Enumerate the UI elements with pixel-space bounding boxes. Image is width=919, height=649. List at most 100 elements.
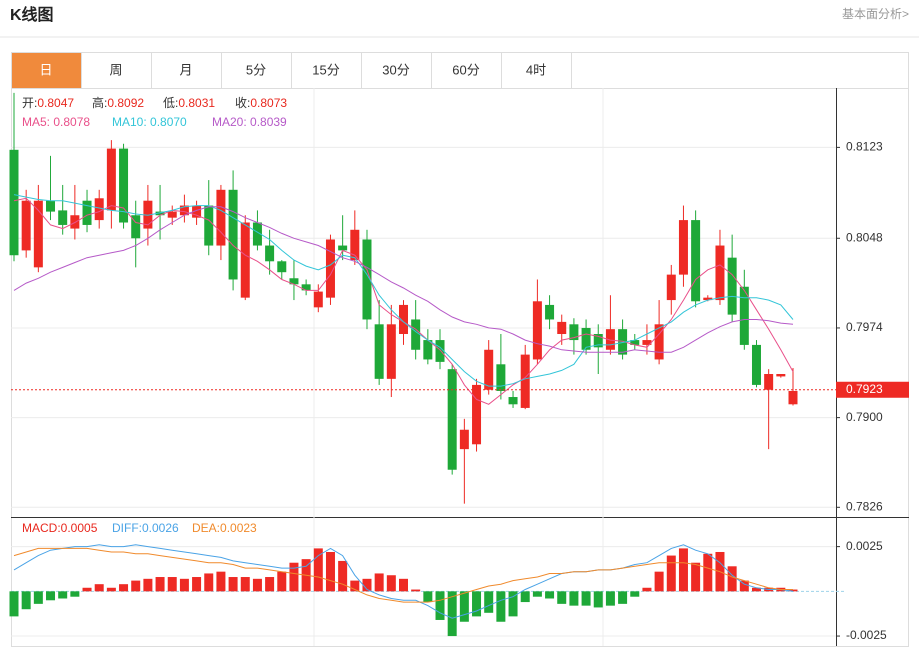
macd-bar [252,578,262,592]
candle-body [9,149,19,256]
legend-value: 0.8073 [250,96,287,110]
macd-bar [703,553,713,592]
macd-bar [143,578,153,592]
macd-bar [788,589,798,592]
macd-bar [119,584,129,592]
macd-bar [70,591,80,597]
candle-body [204,205,214,246]
macd-bar [106,587,116,592]
candle-body [751,344,761,385]
macd-bar [447,591,457,637]
candle-body [581,327,591,350]
candle-body [788,390,798,405]
tab[interactable] [501,52,572,89]
macd-line [13,547,793,603]
tab-label[interactable]: 周 [109,62,122,77]
tab-label[interactable]: 60分 [452,62,479,77]
candle-body [447,369,457,470]
candle-body [715,245,725,301]
y-tick-label: 0.8123 [846,140,883,154]
candle-body [545,304,555,320]
macd-bar [484,591,494,613]
candle-body [119,148,129,223]
macd-bar [192,577,202,592]
candle-body [618,329,628,355]
macd-bar [557,591,567,604]
macd-bar [179,578,189,592]
macd-bar [216,571,226,592]
macd-bar [131,580,141,592]
fundamental-link[interactable]: 基本面分析> [842,7,909,21]
ohlc-legend: 开:0.8047 [22,96,74,110]
macd-bar [520,591,530,603]
tab[interactable] [361,52,432,89]
candle-body [557,321,567,335]
candle-body [46,200,56,212]
tab[interactable] [11,52,82,89]
macd-bar [94,584,104,592]
ohlc-legend: 低:0.8031 [163,96,215,110]
legend-label: 开: [22,96,37,110]
macd-bar [289,562,299,592]
legend-value: 0.8092 [107,96,144,110]
widget-title: K线图 [10,5,54,24]
legend-value: 0.8070 [150,115,187,129]
candle-body [21,200,31,251]
macd-bar [411,589,421,592]
macd-bar [508,591,518,617]
candle-body [313,291,323,308]
y-tick-label: -0.0025 [846,628,887,642]
candle-body [82,200,92,225]
tab-label[interactable]: 15分 [312,62,339,77]
macd-bar [545,591,555,599]
candle-body [727,257,737,315]
candle-body [593,334,603,348]
legend-label: 收: [235,96,250,110]
legend-label: 高: [92,95,107,110]
candle-body [508,397,518,405]
legend-value: 0.8031 [178,96,215,110]
tab-label[interactable]: 日 [39,62,52,77]
candle-body [265,245,275,262]
y-tick-label: 0.8048 [846,230,883,244]
legend-label: MA20: [212,115,250,129]
macd-bar [277,571,287,592]
candle-body [325,239,335,298]
macd-bar [569,591,579,606]
macd-bar [423,591,433,603]
ohlc-legend: 收:0.8073 [235,96,287,110]
candle-body [143,200,153,229]
tab-label[interactable]: 月 [179,62,192,77]
ma-legend: MA5: 0.8078 [22,115,90,129]
macd-legend: MACD:0.0005 [22,521,98,535]
candle-body [764,374,774,390]
tab-label[interactable]: 5分 [246,62,266,77]
tab[interactable] [221,52,292,89]
macd-bar [642,587,652,592]
macd-bar [666,555,676,592]
candle-body [654,324,664,360]
candle-body [386,324,396,379]
candle-body [459,429,469,450]
candle-body [106,148,116,211]
macd-bar [325,551,335,592]
macd-bar [618,591,628,604]
macd-bar [82,587,92,592]
candle-body [435,340,445,362]
macd-legend: DEA:0.0023 [192,521,257,535]
macd-bar [751,587,761,592]
candle-body [70,215,80,229]
macd-bar [167,577,177,592]
tab-label[interactable]: 4时 [526,62,546,77]
tab[interactable] [81,52,152,89]
candle-body [520,354,530,408]
tab[interactable] [151,52,222,89]
macd-bar [21,591,31,610]
candle-body [739,286,749,345]
macd-bar [605,591,615,606]
y-tick-label: 0.7826 [846,499,883,513]
tab-label[interactable]: 30分 [382,62,409,77]
candle-body [301,284,311,291]
macd-bar [9,591,19,617]
